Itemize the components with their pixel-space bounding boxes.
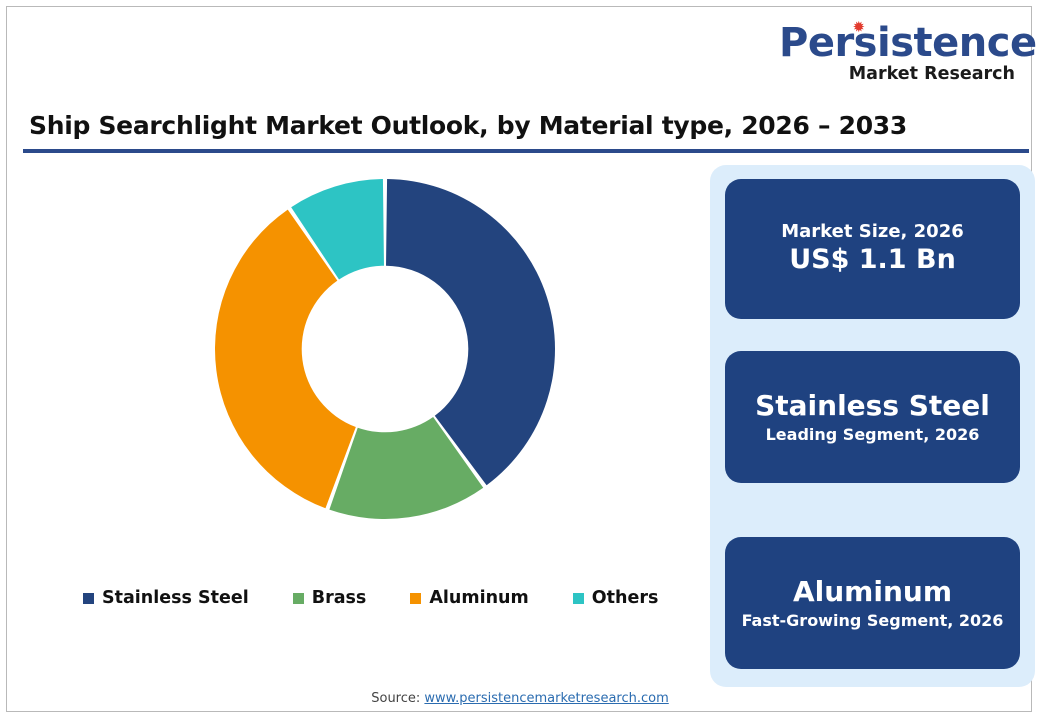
donut-slice-aluminum[interactable] (215, 209, 356, 509)
kpi-card-1[interactable]: Stainless Steel Leading Segment, 2026 (725, 351, 1020, 483)
source-link[interactable]: www.persistencemarketresearch.com (424, 691, 669, 706)
kpi-card-2-line1: Aluminum (792, 575, 953, 609)
chart-legend: Stainless Steel Brass Aluminum Others (83, 581, 703, 615)
legend-label: Stainless Steel (102, 588, 249, 608)
kpi-card-0-line1: Market Size, 2026 (781, 220, 964, 242)
legend-item-others[interactable]: Others (572, 588, 659, 608)
kpi-panel: Market Size, 2026 US$ 1.1 Bn Stainless Ste… (710, 165, 1035, 687)
kpi-card-0[interactable]: Market Size, 2026 US$ 1.1 Bn (725, 179, 1020, 319)
logo-wordmark: ✹ Persistence (779, 18, 1037, 64)
chart-container: Stainless Steel Brass Aluminum Others (23, 157, 693, 677)
legend-swatch-icon (292, 592, 304, 604)
legend-item-brass[interactable]: Brass (292, 588, 367, 608)
page-title: Ship Searchlight Market Outlook, by Mate… (29, 111, 907, 140)
source-footer: Source: www.persistencemarketresearch.co… (7, 691, 1033, 706)
legend-label: Others (591, 588, 659, 608)
legend-swatch-icon (410, 592, 422, 604)
donut-chart (23, 157, 693, 567)
title-divider (23, 149, 1029, 153)
logo-wordmark-text: Persistence (779, 20, 1037, 66)
donut-slice-others[interactable] (291, 179, 384, 280)
legend-label: Aluminum (429, 588, 529, 608)
company-logo: ✹ Persistence Market Research (779, 18, 1037, 85)
kpi-card-1-line2: Leading Segment, 2026 (765, 425, 980, 445)
legend-item-stainless-steel[interactable]: Stainless Steel (83, 588, 249, 608)
legend-item-aluminum[interactable]: Aluminum (410, 588, 529, 608)
kpi-card-1-line1: Stainless Steel (755, 389, 990, 423)
legend-swatch-icon (83, 592, 94, 604)
donut-chart-svg (215, 179, 555, 519)
donut-slice-stainless-steel[interactable] (386, 179, 555, 486)
source-label: Source: (371, 691, 425, 706)
kpi-card-2-line2: Fast-Growing Segment, 2026 (741, 611, 1004, 631)
infographic-frame: ✹ Persistence Market Research Ship Searc… (6, 6, 1037, 712)
legend-label: Brass (311, 588, 367, 608)
kpi-card-2[interactable]: Aluminum Fast-Growing Segment, 2026 (725, 537, 1020, 669)
donut-slice-brass[interactable] (329, 416, 484, 519)
logo-subtitle: Market Research (848, 64, 1015, 84)
star-icon: ✹ (852, 18, 865, 36)
legend-swatch-icon (572, 592, 584, 604)
kpi-card-0-line2: US$ 1.1 Bn (789, 244, 956, 276)
